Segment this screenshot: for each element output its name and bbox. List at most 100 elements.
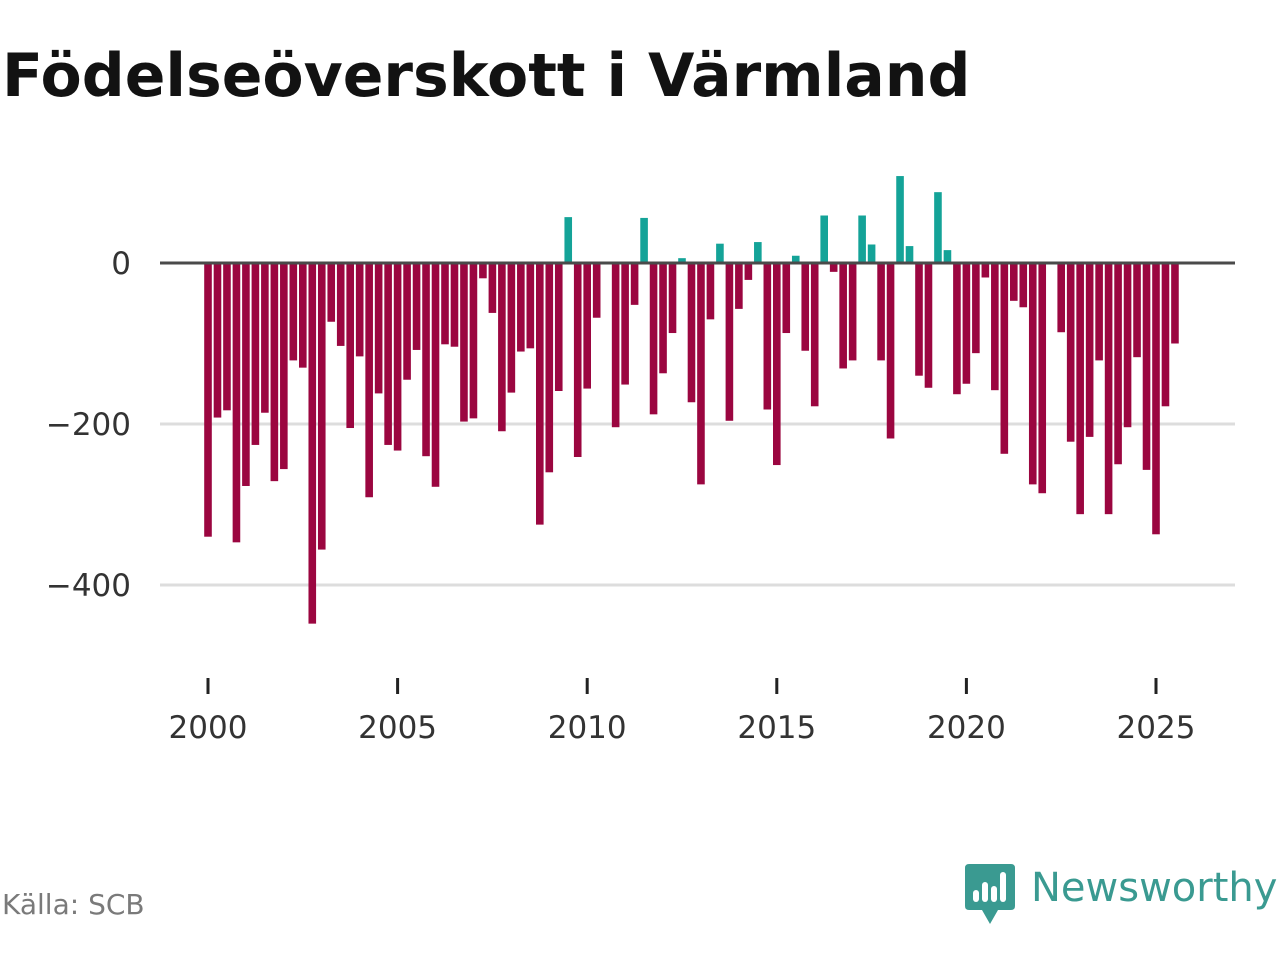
bar [242, 263, 250, 486]
bar [953, 263, 961, 395]
y-tick-label: −400 [46, 568, 131, 604]
bar [1123, 263, 1132, 428]
bar [915, 263, 923, 376]
bar [1104, 263, 1113, 515]
bar [204, 263, 212, 537]
bar [1028, 263, 1037, 485]
bar [981, 263, 990, 278]
bar [384, 263, 392, 445]
bar [896, 176, 904, 263]
bar [1161, 263, 1170, 407]
bar [659, 263, 667, 374]
x-tick-label: 2015 [737, 710, 816, 746]
bar [1142, 263, 1151, 470]
bar [431, 263, 440, 487]
bar [327, 263, 336, 322]
bar [412, 263, 421, 350]
bar [346, 263, 354, 429]
bar [829, 263, 838, 272]
bar [355, 263, 364, 357]
bar [991, 263, 999, 391]
bar [1057, 263, 1065, 333]
x-tick-label: 2005 [358, 710, 437, 746]
bar [280, 263, 288, 470]
bar [517, 263, 525, 352]
bar [450, 263, 459, 347]
brand-name: Newsworthy [1031, 865, 1278, 911]
bar [668, 263, 677, 334]
bar [791, 255, 800, 263]
axes: 0 −200 −400 2000 2005 2010 2015 2020 2025 [46, 246, 1235, 746]
bar [678, 258, 686, 263]
bar [498, 263, 506, 432]
bar [317, 263, 326, 550]
bar [962, 263, 971, 384]
bar [706, 263, 715, 320]
bar [592, 263, 601, 318]
bar [886, 263, 895, 439]
bar [763, 263, 772, 410]
bar [943, 250, 952, 263]
bar [934, 192, 942, 263]
bar [223, 263, 231, 411]
bar [536, 263, 544, 525]
source-label: Källa: SCB [2, 888, 145, 921]
bar [1038, 263, 1047, 494]
bar [403, 263, 411, 380]
bar [735, 263, 743, 309]
bar [270, 263, 279, 482]
bar [526, 263, 535, 349]
bar [365, 263, 373, 498]
y-tick-label: 0 [111, 246, 131, 282]
bar [554, 263, 563, 391]
bar-chart-icon [965, 864, 1015, 924]
bar [848, 263, 857, 361]
bar [374, 263, 383, 394]
bar [1171, 263, 1179, 344]
bar [422, 263, 430, 457]
bar [697, 263, 705, 485]
y-tick-label: −200 [46, 407, 131, 443]
bar [744, 263, 753, 280]
bar [261, 263, 269, 413]
x-tick-label: 2010 [548, 710, 627, 746]
bar [469, 263, 478, 419]
bar [336, 263, 345, 346]
bar [725, 263, 734, 421]
bar [583, 263, 591, 389]
bar [289, 263, 298, 361]
bar [810, 263, 819, 407]
newsworthy-logo[interactable]: Newsworthy [965, 864, 1277, 926]
bar [488, 263, 497, 313]
bar [251, 263, 260, 445]
bar [972, 263, 980, 354]
bar [611, 263, 620, 428]
bar [1095, 263, 1103, 361]
bar [573, 263, 582, 457]
bar [308, 263, 317, 624]
bar [545, 263, 554, 473]
bar [773, 263, 781, 466]
bar [801, 263, 810, 351]
bar [621, 263, 629, 385]
bar [460, 263, 468, 422]
bar [858, 215, 866, 263]
bar [924, 263, 933, 388]
bar [640, 217, 648, 263]
bar [1066, 263, 1075, 442]
bar [507, 263, 516, 393]
bar [1000, 263, 1009, 454]
bar [839, 263, 847, 369]
bar [1019, 263, 1028, 308]
bar [754, 242, 762, 263]
chart-title: Födelseöverskott i Värmland [2, 41, 971, 111]
bar [299, 263, 307, 368]
bar [393, 263, 402, 451]
bar [867, 244, 876, 263]
bar [649, 263, 658, 415]
bar [1114, 263, 1122, 465]
bar [630, 263, 639, 305]
bar [877, 263, 885, 361]
